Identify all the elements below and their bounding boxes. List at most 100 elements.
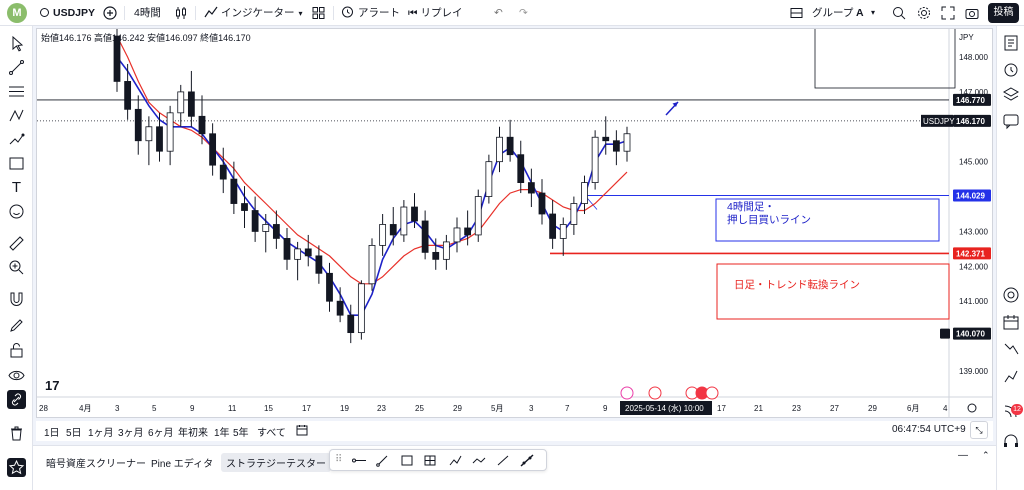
bottom-panel-tab[interactable]: 暗号資産スクリーナー — [46, 459, 146, 470]
hotlist-icon[interactable] — [1002, 367, 1020, 385]
compare-symbol-icon[interactable] — [103, 4, 117, 22]
lock-icon[interactable] — [7, 341, 26, 360]
event-us-flag-icon[interactable] — [705, 386, 719, 400]
trash-icon[interactable] — [7, 424, 26, 443]
candle-body — [485, 161, 493, 197]
settings-gear-icon[interactable] — [917, 4, 931, 22]
top-right-box[interactable] — [814, 29, 956, 89]
stay-drawing-icon[interactable] — [7, 316, 26, 335]
price-chart[interactable]: 148.000 147.000 145.000 143.000 142.000 141.0… — [37, 29, 993, 418]
alert-button[interactable]: アラート — [341, 4, 400, 22]
polyline-icon[interactable] — [472, 454, 486, 467]
timeframe-button[interactable]: 1年 — [214, 428, 230, 439]
calendar-icon[interactable] — [1002, 313, 1020, 331]
event-lightning-icon[interactable] — [620, 386, 634, 400]
trend-line-icon[interactable] — [375, 454, 389, 467]
add-alert-plus-icon[interactable] — [940, 328, 950, 339]
ideas-icon[interactable] — [1002, 340, 1020, 358]
redo-icon[interactable]: ↷ — [519, 7, 528, 19]
interval-button[interactable]: 4時間 — [134, 7, 161, 19]
timeframe-button[interactable]: すべて — [257, 428, 286, 439]
time-axis-label: 17 — [302, 404, 311, 413]
shapes-icon[interactable] — [7, 154, 26, 173]
layout-icon[interactable] — [790, 4, 803, 22]
pullback-buy-label-line2: 押し目買いライン — [727, 213, 811, 226]
timeframe-button[interactable]: 3ヶ月 — [118, 428, 144, 439]
group-label[interactable]: グループ — [812, 7, 854, 19]
timeframe-button[interactable]: 1ヶ月 — [88, 428, 114, 439]
pattern-icon[interactable] — [7, 106, 26, 125]
path-icon[interactable] — [448, 454, 462, 467]
search-icon — [40, 8, 49, 17]
cursor-icon[interactable] — [7, 34, 26, 53]
candle-body — [347, 314, 355, 334]
timeframe-button[interactable]: 6ヶ月 — [148, 428, 174, 439]
watchlist-icon[interactable] — [1002, 34, 1020, 52]
favorites-star-icon[interactable] — [7, 458, 26, 477]
emoji-icon[interactable] — [7, 202, 26, 221]
candle-body — [432, 251, 440, 260]
fullscreen-icon[interactable] — [941, 4, 955, 22]
horizontal-ray-icon[interactable] — [351, 454, 367, 467]
chevron-down-icon[interactable]: ▾ — [871, 8, 876, 17]
text-tool-icon[interactable]: T — [11, 179, 22, 196]
trend-line-icon[interactable] — [7, 58, 26, 77]
target-icon[interactable] — [1002, 286, 1020, 304]
goto-date-calendar-icon[interactable] — [296, 424, 308, 436]
help-icon[interactable] — [1002, 432, 1020, 450]
candles-chart-type-icon[interactable] — [174, 4, 188, 22]
camera-icon[interactable] — [965, 4, 979, 22]
symbol-search-button[interactable]: USDJPY — [40, 4, 95, 22]
replay-button[interactable]: ⏮ リプレイ — [408, 4, 462, 22]
extended-line-icon[interactable] — [520, 454, 534, 467]
replay-label: リプレイ — [420, 7, 463, 19]
up-arrow-drawing[interactable] — [665, 101, 679, 116]
timeframe-button[interactable]: 5年 — [233, 428, 249, 439]
rectangle-icon[interactable] — [400, 454, 414, 467]
tradingview-logo-icon[interactable]: 17 — [45, 378, 59, 393]
quick-search-icon[interactable] — [892, 4, 906, 22]
bottom-panel-tab[interactable]: Pine エディタ — [151, 459, 214, 470]
time-axis-label: 23 — [377, 404, 386, 413]
data-window-icon[interactable] — [1002, 86, 1020, 104]
templates-icon[interactable] — [312, 4, 325, 22]
chart-settings-gear-icon[interactable] — [967, 403, 977, 413]
indicators-button[interactable]: インジケーター ▾ — [204, 4, 303, 22]
ray-icon[interactable] — [496, 454, 510, 467]
bottom-panel-tab[interactable]: ストラテジーテスター — [221, 453, 331, 472]
timeframe-button[interactable]: 年初来 — [178, 428, 208, 439]
maximize-panel-icon[interactable]: ⌃ — [982, 450, 990, 460]
divider — [333, 6, 334, 20]
event-us-flag-icon[interactable] — [648, 386, 662, 400]
drag-handle-icon[interactable]: ⠿ — [335, 454, 343, 465]
fib-retracement-icon[interactable] — [7, 82, 26, 101]
time-axis-label: 29 — [453, 404, 462, 413]
user-avatar[interactable]: M — [7, 3, 27, 23]
pullback-buy-box[interactable] — [715, 198, 940, 242]
clock-timezone[interactable]: 06:47:54 UTC+9 — [892, 424, 966, 435]
timeframe-button[interactable]: 1日 — [44, 428, 60, 439]
undo-icon[interactable]: ↶ — [494, 7, 503, 19]
link-icon[interactable] — [7, 390, 26, 409]
chart-pane[interactable]: 148.000 147.000 145.000 143.000 142.000 141.0… — [36, 28, 993, 418]
group-letter[interactable]: A — [856, 7, 864, 19]
toggle-scale-icon[interactable]: ⤡ — [970, 421, 988, 439]
publish-button[interactable]: 投稿 — [988, 3, 1019, 23]
currency-label[interactable]: JPY — [959, 33, 974, 42]
forecast-icon[interactable] — [7, 130, 26, 149]
eye-icon[interactable] — [7, 366, 26, 385]
price-scale-label: 139.000 — [959, 367, 988, 376]
trend-reversal-box[interactable] — [716, 263, 950, 320]
grid-icon[interactable] — [423, 454, 437, 467]
zoom-in-icon[interactable] — [7, 258, 26, 277]
ruler-icon[interactable] — [7, 234, 26, 253]
candle-body — [538, 192, 546, 215]
minimize-panel-icon[interactable]: — — [958, 450, 968, 461]
time-axis-label: 5月 — [491, 404, 503, 413]
timeframe-button[interactable]: 5日 — [66, 428, 82, 439]
time-axis-label: 25 — [415, 404, 424, 413]
candle-body — [368, 244, 376, 285]
chat-icon[interactable] — [1002, 112, 1020, 130]
magnet-icon[interactable] — [7, 290, 26, 309]
alerts-clock-icon[interactable] — [1002, 60, 1020, 78]
